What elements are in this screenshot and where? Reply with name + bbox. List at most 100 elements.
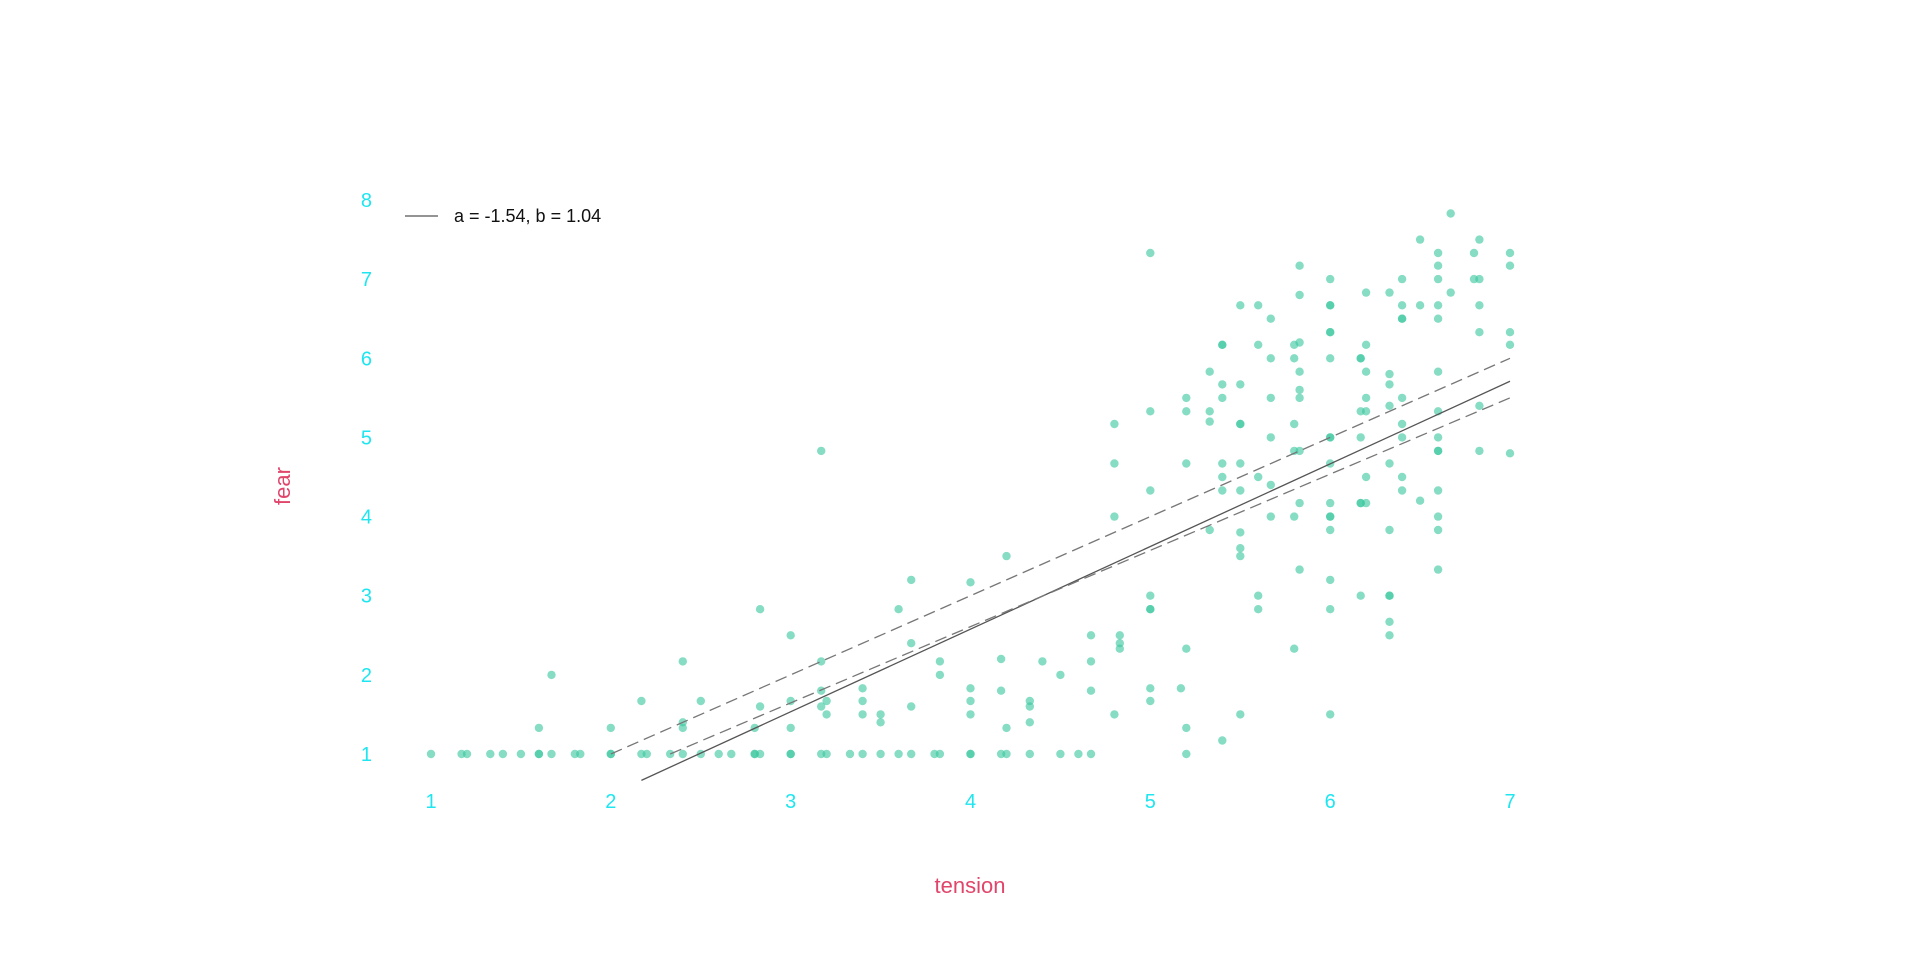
x-axis-ticks: 1 2 3 4 5 6 7 xyxy=(425,791,1515,813)
data-point xyxy=(817,702,826,711)
y-tick-label: 4 xyxy=(361,507,372,529)
data-point xyxy=(1385,459,1394,468)
data-point xyxy=(1385,369,1394,379)
data-point xyxy=(966,684,975,693)
data-point xyxy=(1385,525,1394,535)
data-point xyxy=(1326,301,1335,310)
data-point xyxy=(822,696,831,706)
data-point xyxy=(678,749,687,759)
data-point xyxy=(1361,393,1371,403)
data-point xyxy=(1433,274,1443,284)
data-point xyxy=(1002,749,1011,759)
data-point xyxy=(1433,512,1443,521)
data-point xyxy=(996,686,1006,695)
data-point xyxy=(966,696,975,706)
data-point xyxy=(1110,419,1119,429)
data-point xyxy=(1475,235,1484,244)
data-point xyxy=(1218,736,1227,745)
data-point xyxy=(1475,328,1484,337)
data-point xyxy=(1433,367,1443,376)
data-point xyxy=(1361,367,1371,376)
data-point xyxy=(1415,496,1425,505)
data-point xyxy=(1182,393,1191,403)
data-point xyxy=(1295,498,1304,508)
data-point xyxy=(1205,525,1214,535)
legend-label: a = -1.54, b = 1.04 xyxy=(454,206,601,226)
data-point xyxy=(1110,710,1119,719)
data-point xyxy=(1326,328,1335,337)
data-point xyxy=(1446,288,1455,297)
data-point xyxy=(1361,340,1371,349)
data-point xyxy=(1385,617,1394,626)
y-tick-label: 7 xyxy=(361,269,372,291)
data-point xyxy=(1218,393,1227,403)
y-tick-label: 6 xyxy=(361,348,372,370)
data-point xyxy=(1356,591,1365,600)
data-point xyxy=(1236,419,1245,429)
data-point xyxy=(1038,657,1047,666)
x-axis-title: tension xyxy=(935,873,1006,898)
data-point xyxy=(876,710,885,719)
data-point xyxy=(1433,248,1443,258)
data-point xyxy=(1361,288,1371,297)
y-tick-label: 8 xyxy=(361,190,372,212)
data-point xyxy=(1505,248,1515,258)
data-point xyxy=(1433,314,1443,323)
x-tick-label: 6 xyxy=(1325,791,1336,813)
data-point xyxy=(1326,575,1335,585)
data-point xyxy=(907,575,916,585)
data-point xyxy=(1056,749,1065,759)
data-point xyxy=(935,749,945,759)
data-point xyxy=(1254,340,1263,349)
data-point xyxy=(1110,459,1119,468)
data-point xyxy=(1433,525,1443,535)
data-point xyxy=(1433,565,1443,574)
data-point xyxy=(755,605,765,614)
data-point xyxy=(907,749,916,759)
data-point xyxy=(696,696,705,706)
data-point xyxy=(858,684,867,693)
data-point xyxy=(1086,631,1096,640)
data-point xyxy=(935,670,945,680)
data-point xyxy=(1326,710,1335,719)
data-point xyxy=(1326,605,1335,614)
data-point xyxy=(1182,723,1191,733)
data-point xyxy=(1236,459,1245,468)
data-point xyxy=(1361,407,1371,416)
data-point xyxy=(894,605,903,614)
data-point xyxy=(1385,591,1394,600)
data-point xyxy=(1146,486,1155,495)
data-point xyxy=(996,654,1006,664)
data-point xyxy=(786,631,795,640)
data-point xyxy=(1356,354,1365,363)
data-point xyxy=(678,657,687,666)
data-point xyxy=(1236,380,1245,389)
data-point xyxy=(1002,551,1011,561)
data-point xyxy=(1254,472,1263,482)
data-point xyxy=(1176,684,1186,693)
data-point xyxy=(894,749,903,759)
data-point xyxy=(1146,605,1155,614)
data-point xyxy=(1146,684,1155,693)
data-point xyxy=(1397,314,1407,323)
x-tick-label: 4 xyxy=(965,791,976,813)
y-axis-ticks: 1 2 3 4 5 6 7 8 xyxy=(361,190,372,766)
data-point xyxy=(1025,718,1035,727)
y-tick-label: 3 xyxy=(361,586,372,608)
data-point xyxy=(1433,486,1443,495)
data-point xyxy=(817,686,826,695)
data-point xyxy=(498,749,508,759)
data-point xyxy=(1115,631,1125,640)
data-point xyxy=(1115,639,1125,648)
ci-lower-line xyxy=(669,397,1511,755)
data-point xyxy=(1295,385,1304,395)
data-point xyxy=(606,723,615,733)
data-point xyxy=(1326,274,1335,284)
data-point xyxy=(1295,290,1304,300)
data-point xyxy=(1397,486,1407,495)
data-point xyxy=(1254,591,1263,600)
data-point xyxy=(1236,544,1245,553)
data-point xyxy=(907,702,916,711)
data-point xyxy=(1326,354,1335,363)
